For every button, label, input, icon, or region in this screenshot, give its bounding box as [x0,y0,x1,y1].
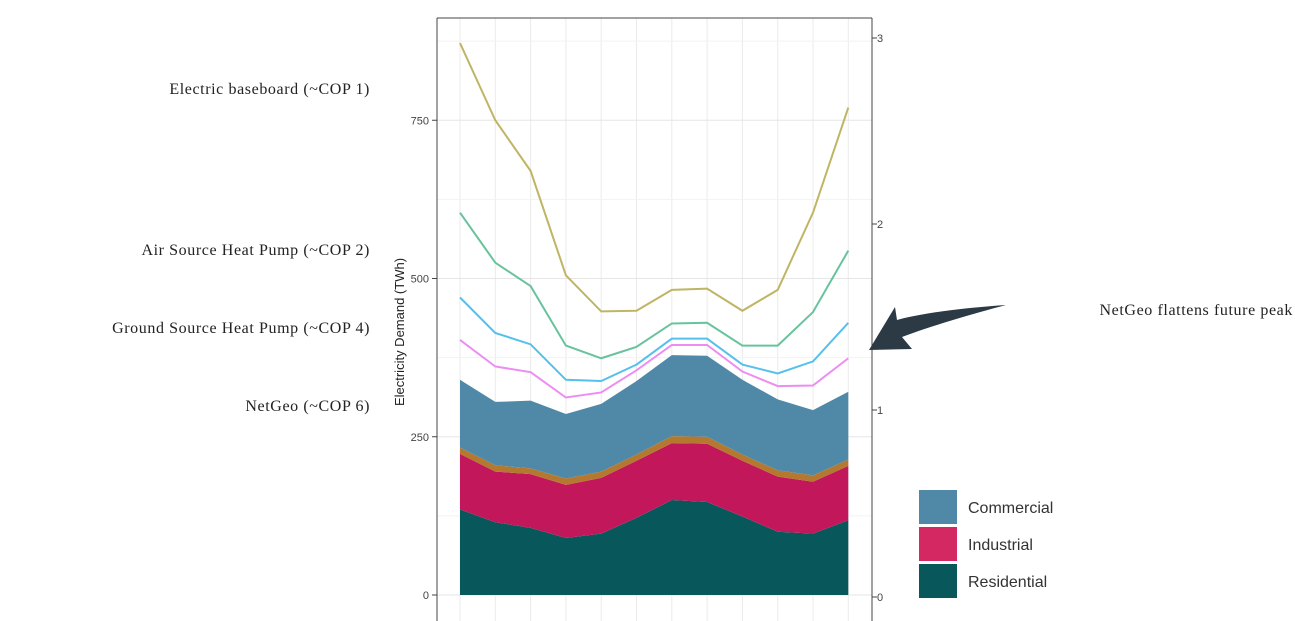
axes [436,17,873,621]
demand-lines [459,42,850,399]
demand-line-2 [459,212,850,360]
legend-label-residential: Residential [968,574,1047,591]
legend-swatch-industrial [919,527,957,561]
y-tick-label: 0 [423,590,429,602]
y-axis-label: Electricity Demand (TWh) [392,258,407,406]
area-commercial [460,355,849,479]
legend-label-commercial: Commercial [968,500,1053,517]
demand-line-4 [459,339,849,399]
legend-swatch-residential [919,564,957,598]
demand-line-1 [459,42,850,313]
callout-arrow [869,305,1006,350]
demand-line-3 [459,296,850,383]
legend-swatch-commercial [919,490,957,524]
y-tick-label: 250 [411,432,429,444]
y-tick-label: 750 [411,115,429,127]
y2-tick-label: 2 [877,219,883,231]
legend: Commercial Industrial Residential [919,490,1053,598]
ashp-label: Air Source Heat Pump (~COP 2) [141,242,370,259]
callout-text: NetGeo flattens future peak [1100,302,1293,319]
baseboard-label: Electric baseboard (~COP 1) [169,81,370,98]
area-residential [460,500,849,595]
y-tick-label: 500 [411,274,429,286]
y2-tick-label: 3 [877,33,883,45]
area-band [460,436,849,485]
area-band [460,443,849,539]
y2-axis-ticks: 0 1 2 3 [872,33,883,604]
technology-labels: Electric baseboard (~COP 1) Air Source H… [112,81,1293,415]
y2-tick-label: 0 [877,592,883,604]
y2-tick-label: 1 [877,405,883,417]
legend-label-industrial: Industrial [968,537,1033,554]
stacked-areas [460,355,849,595]
netgeo-label: NetGeo (~COP 6) [245,398,370,415]
y-axis-ticks: 0 250 500 750 [411,115,437,602]
gshp-label: Ground Source Heat Pump (~COP 4) [112,320,370,337]
